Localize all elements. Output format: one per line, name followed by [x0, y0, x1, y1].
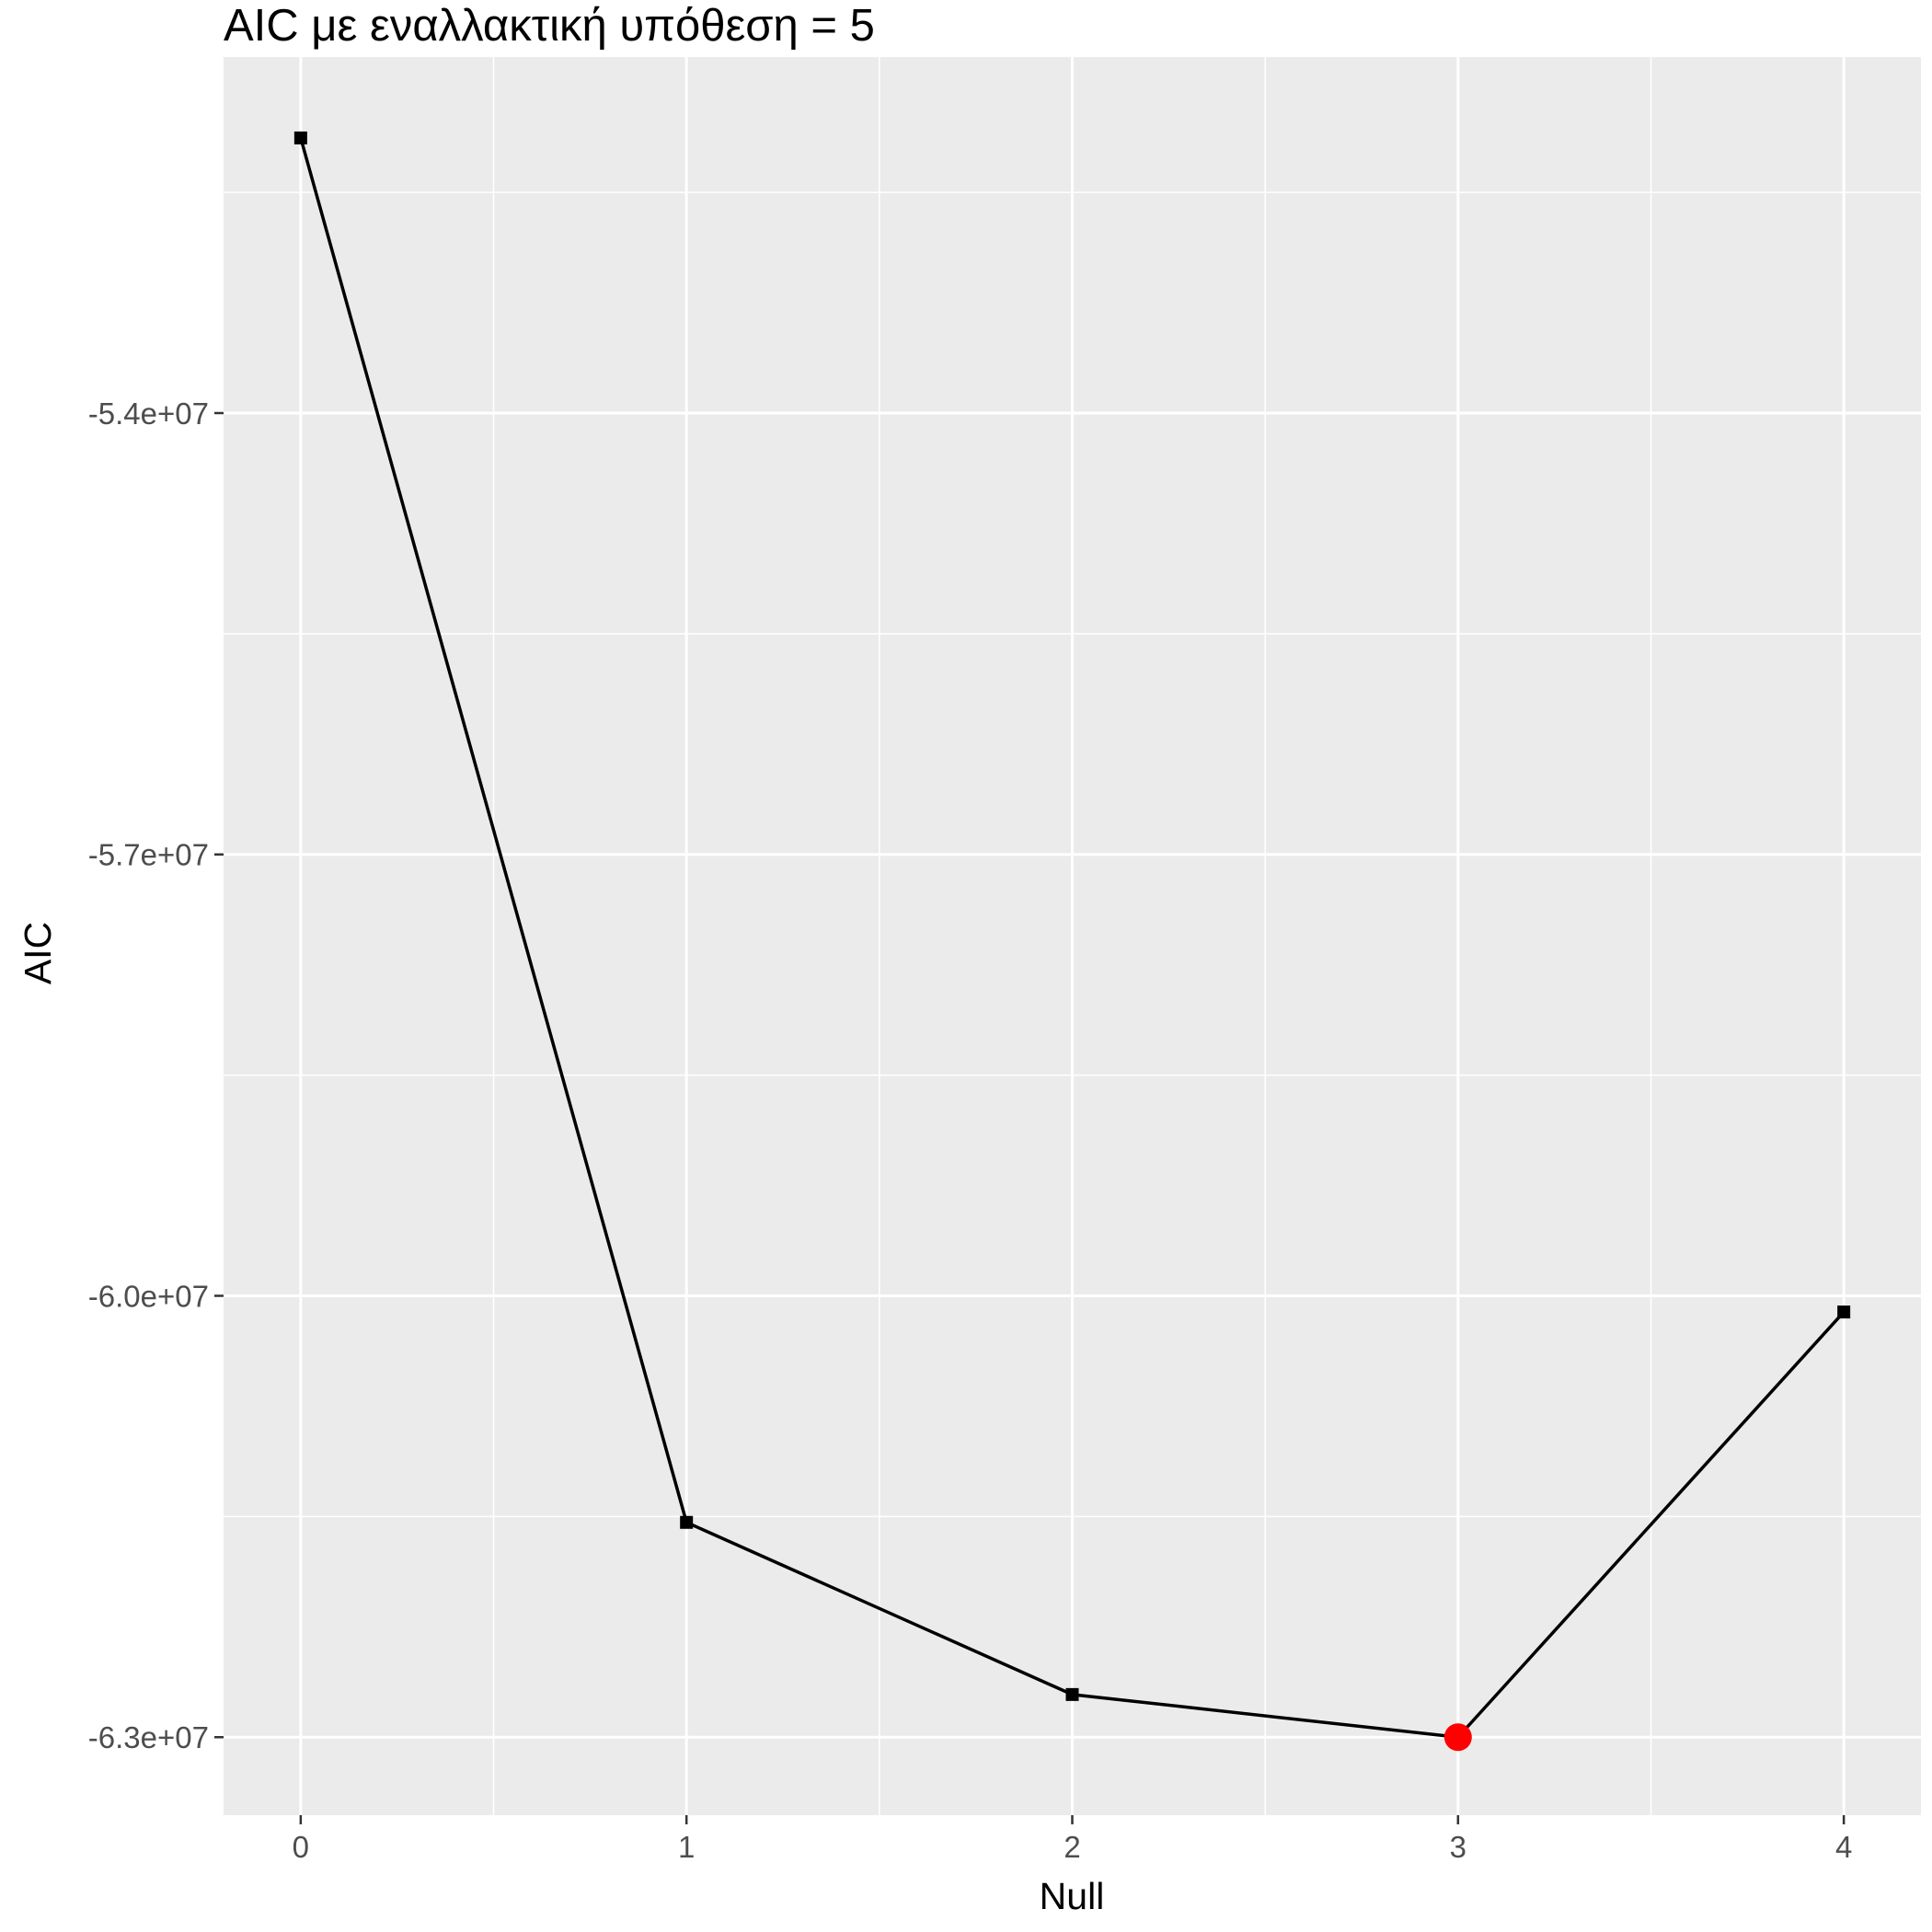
y-tick-label: -5.7e+07 [88, 838, 209, 872]
x-axis-title: Null [1040, 1875, 1105, 1917]
data-point-marker [680, 1515, 694, 1529]
y-tick-label: -6.3e+07 [88, 1720, 209, 1754]
data-point-marker [293, 131, 307, 144]
y-tick-label: -6.0e+07 [88, 1279, 209, 1313]
minimum-point-marker [1443, 1723, 1472, 1752]
x-axis: 0 1 2 3 4 [293, 1815, 1852, 1864]
x-tick-label: 1 [678, 1830, 695, 1864]
data-point-marker [1837, 1305, 1851, 1319]
x-tick-label: 2 [1064, 1830, 1080, 1864]
y-tick-label: -5.4e+07 [88, 397, 209, 431]
y-axis: -5.4e+07 -5.7e+07 -6.0e+07 -6.3e+07 [88, 397, 224, 1754]
y-axis-title: AIC [17, 922, 59, 984]
data-point-marker [1065, 1687, 1079, 1701]
chart-title: AIC με εναλλακτική υπόθεση = 5 [224, 1, 875, 51]
x-tick-label: 4 [1835, 1830, 1852, 1864]
x-tick-label: 0 [293, 1830, 309, 1864]
x-tick-label: 3 [1450, 1830, 1466, 1864]
aic-series [293, 131, 1851, 1752]
